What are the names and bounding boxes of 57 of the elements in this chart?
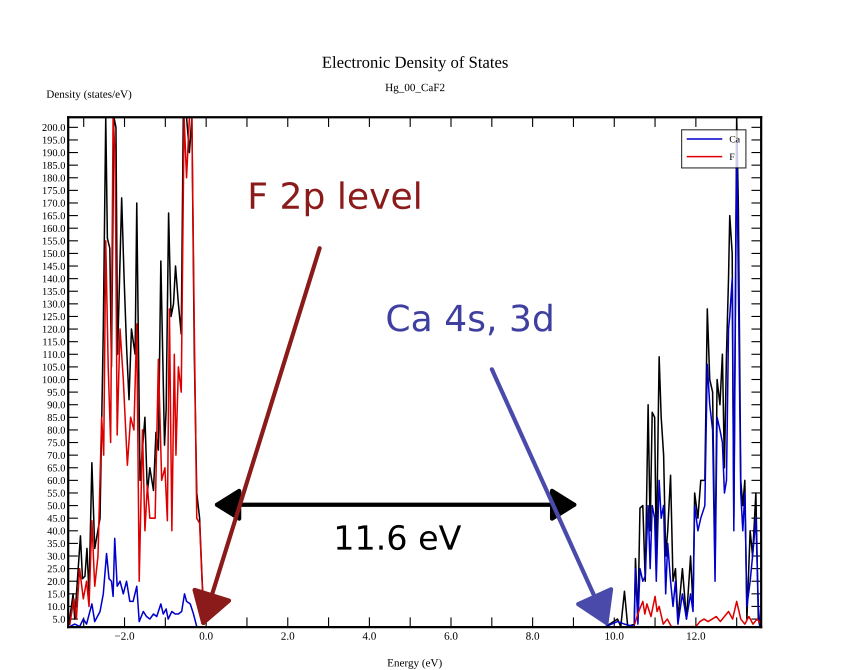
- x-tick-label: 2.0: [281, 632, 294, 640]
- y-tick-label: 55.0: [48, 490, 66, 497]
- x-tick-label: −2.0: [114, 632, 134, 640]
- y-axis-title: Density (states/eV): [46, 90, 132, 100]
- annotation: Ca 4s, 3d: [387, 304, 552, 336]
- y-tick-label: 90.0: [48, 401, 66, 408]
- y-tick-label: 100.0: [42, 376, 66, 384]
- x-tick-label: 0.0: [200, 632, 213, 640]
- y-tick-label: 10.0: [48, 603, 66, 610]
- x-axis-title: Energy (eV): [387, 658, 442, 669]
- y-tick-label: 125.0: [42, 313, 66, 320]
- chart-title: Electronic Density of States: [322, 56, 508, 72]
- y-tick-label: 20.0: [48, 578, 66, 585]
- legend-label: F: [730, 154, 734, 160]
- y-tick-label: 5.0: [53, 616, 66, 623]
- y-tick-label: 135.0: [42, 288, 66, 296]
- y-tick-label: 170.0: [42, 200, 66, 207]
- y-tick-label: 95.0: [48, 388, 66, 396]
- y-tick-label: 190.0: [42, 149, 66, 156]
- legend-label: Ca: [730, 136, 740, 142]
- y-tick-label: 65.0: [48, 464, 66, 472]
- y-tick-label: 25.0: [48, 565, 66, 572]
- y-tick-label: 80.0: [48, 426, 66, 434]
- y-tick-label: 115.0: [43, 338, 66, 346]
- y-tick-label: 45.0: [47, 514, 66, 522]
- y-tick-label: 130.0: [42, 300, 66, 308]
- y-tick-label: 30.0: [48, 552, 66, 560]
- y-tick-label: 195.0: [42, 136, 66, 144]
- y-tick-label: 155.0: [42, 237, 66, 245]
- y-tick-label: 40.0: [47, 527, 66, 535]
- y-tick-label: 175.0: [42, 187, 66, 194]
- y-tick-label: 180.0: [42, 174, 66, 182]
- y-tick-label: 75.0: [48, 439, 66, 446]
- y-tick-label: 110.0: [43, 350, 66, 358]
- y-tick-label: 35.0: [48, 540, 66, 548]
- y-tick-label: 160.0: [42, 224, 66, 232]
- y-tick-label: 60.0: [48, 477, 66, 484]
- y-tick-label: 165.0: [42, 212, 66, 220]
- x-tick-label: 10.0: [606, 632, 624, 640]
- y-tick-label: 200.0: [42, 124, 66, 132]
- annotation: 11.6 eV: [336, 524, 462, 550]
- y-tick-label: 185.0: [42, 162, 66, 169]
- x-tick-label: 12.0: [687, 632, 706, 640]
- chart-subtitle: Hg_00_CaF2: [385, 84, 444, 94]
- x-tick-label: 6.0: [444, 632, 458, 640]
- y-tick-label: 105.0: [42, 364, 66, 371]
- annotation: F 2p level: [250, 181, 420, 216]
- y-tick-label: 85.0: [48, 414, 66, 422]
- y-tick-label: 145.0: [42, 262, 66, 270]
- y-tick-label: 50.0: [48, 502, 66, 510]
- y-tick-label: 140.0: [42, 275, 66, 282]
- x-tick-label: 8.0: [526, 632, 540, 640]
- y-tick-label: 70.0: [48, 452, 66, 459]
- y-tick-label: 15.0: [48, 590, 66, 598]
- y-tick-label: 120.0: [42, 326, 66, 333]
- x-tick-label: 4.0: [362, 632, 376, 640]
- y-tick-label: 150.0: [42, 250, 66, 258]
